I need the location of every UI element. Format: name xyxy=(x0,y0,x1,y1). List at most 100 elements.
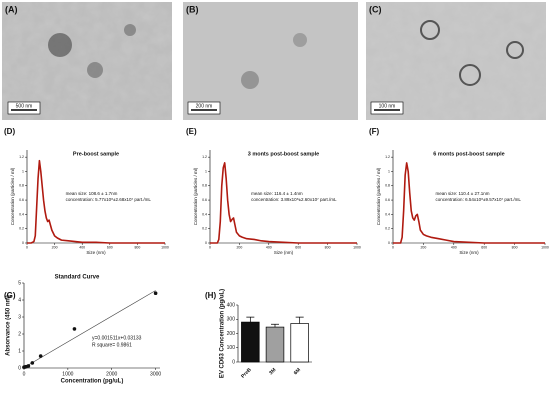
data-point xyxy=(26,364,31,368)
x-tick-label: 0 xyxy=(26,245,28,249)
x-tick-label: 0 xyxy=(23,371,26,377)
annotation: concentration: 3.89x10⁸±2.60x10⁷ part./m… xyxy=(251,197,337,202)
tem-image xyxy=(366,2,546,120)
annotation: y=0.001511x+0.03133 xyxy=(92,336,142,342)
error-bar xyxy=(295,316,304,324)
chart-title: 6 monts post-boost sample xyxy=(433,151,505,157)
x-tick-label: 800 xyxy=(325,245,331,249)
y-tick-label: 1 xyxy=(205,169,207,173)
bar xyxy=(265,326,285,363)
error-bar xyxy=(246,316,255,323)
y-tick-label: 1.2 xyxy=(202,155,207,159)
x-tick-label: 0 xyxy=(209,245,211,249)
y-tick-label: 200 xyxy=(227,331,236,337)
data-point xyxy=(72,327,77,331)
y-tick-label: 0.2 xyxy=(19,227,24,231)
y-tick-label: 5 xyxy=(18,280,21,286)
x-tick-label: 800 xyxy=(134,245,140,249)
x-tick-label: 1000 xyxy=(353,245,361,249)
annotation: concentration: 6.54x10⁸±9.57x10⁷ part./m… xyxy=(436,197,522,202)
x-tick-label: 200 xyxy=(52,245,58,249)
x-tick-label: 600 xyxy=(481,245,487,249)
y-tick-label: 0.4 xyxy=(19,212,24,216)
images: 500 nm 200 nm 100 nm (A) (B) (C) xyxy=(2,2,546,120)
x-axis-label: Size (nm) xyxy=(86,250,106,255)
y-tick-label: 4 xyxy=(18,297,21,303)
y-tick-label: 0.6 xyxy=(19,198,24,202)
panel-label: (G) xyxy=(4,291,16,300)
annotation: mean size: 108.6 ± 1.7nm xyxy=(66,191,118,196)
y-tick-label: 0 xyxy=(205,241,207,245)
panel-label: (B) xyxy=(186,4,199,14)
y-tick-label: 1.2 xyxy=(385,155,390,159)
x-tick-label: 200 xyxy=(420,245,426,249)
scale-bar-label: 200 nm xyxy=(196,103,213,109)
x-tick-label: 400 xyxy=(79,245,85,249)
y-axis-label: Concentration (particles / ml) xyxy=(193,167,198,225)
tem-image xyxy=(2,2,172,120)
y-tick-label: 0 xyxy=(388,241,390,245)
x-tick-label: 600 xyxy=(107,245,113,249)
x-axis-label: Size (nm) xyxy=(459,250,479,255)
panel-label: (A) xyxy=(5,4,18,14)
x-axis-label: Concentration (pg/uL) xyxy=(61,379,124,385)
bar xyxy=(290,323,309,363)
y-tick-label: 400 xyxy=(227,302,236,308)
x-tick-label: 1000 xyxy=(161,245,169,249)
size-distribution-line xyxy=(393,162,545,244)
y-tick-label: 0 xyxy=(18,365,21,371)
y-tick-label: 0.4 xyxy=(202,212,207,216)
panel-label: (E) xyxy=(186,127,197,136)
x-tick-label: 200 xyxy=(236,245,242,249)
y-tick-label: 1 xyxy=(22,169,24,173)
y-tick-label: 0.6 xyxy=(385,198,390,202)
data-point xyxy=(30,361,35,365)
x-tick-label: 1000 xyxy=(62,371,73,377)
annotation: mean size: 110.4 ± 27.1nm xyxy=(436,191,490,196)
x-tick-label: 6M xyxy=(293,367,302,376)
x-tick-label: 400 xyxy=(451,245,457,249)
annotation: mean size: 116.4 ± 1.4nm xyxy=(251,191,303,196)
y-axis-label: EV CD63 Concentration (pg/uL) xyxy=(220,289,226,378)
x-tick-label: 600 xyxy=(295,245,301,249)
x-tick-label: 0 xyxy=(392,245,394,249)
x-tick-label: 1000 xyxy=(541,245,549,249)
y-tick-label: 0 xyxy=(22,241,24,245)
data-point xyxy=(153,291,158,296)
panel-label: (D) xyxy=(4,127,15,136)
y-tick-label: 1.2 xyxy=(19,155,24,159)
y-tick-label: 1 xyxy=(388,169,390,173)
scale-bar-label: 500 nm xyxy=(16,103,33,109)
x-tick-label: 800 xyxy=(512,245,518,249)
trend-line xyxy=(23,290,156,368)
panel-label: (H) xyxy=(205,291,216,300)
y-axis-label: Concentration (particles / ml) xyxy=(376,167,381,225)
x-tick-label: 3000 xyxy=(150,371,161,377)
y-tick-label: 0.8 xyxy=(202,184,207,188)
chart-title: Pre-boost sample xyxy=(73,151,119,157)
tem-image xyxy=(183,2,358,120)
y-tick-label: 300 xyxy=(227,317,236,323)
data-point xyxy=(38,354,43,358)
bar xyxy=(241,321,260,363)
size-distribution-line xyxy=(27,159,165,244)
y-tick-label: 0.2 xyxy=(385,227,390,231)
panel-label: (F) xyxy=(369,127,380,136)
chart-title: 3 monts post-boost sample xyxy=(248,151,320,157)
panel-label: (C) xyxy=(369,4,382,14)
y-tick-label: 0.6 xyxy=(202,198,207,202)
x-axis-label: Size (nm) xyxy=(274,250,294,255)
x-tick-label: PreB xyxy=(240,367,253,380)
y-axis-label: Concentration (particles / ml) xyxy=(10,167,15,225)
error-bar xyxy=(271,323,279,328)
annotation: concentration: 5.77x10⁸±2.68x10⁷ part./m… xyxy=(66,197,152,202)
x-tick-label: 400 xyxy=(266,245,272,249)
y-tick-label: 100 xyxy=(227,345,236,351)
y-tick-label: 3 xyxy=(18,314,21,320)
x-tick-label: 2000 xyxy=(106,371,117,377)
size-distribution-line xyxy=(210,162,357,244)
y-axis-label: Absorvance (450 nm) xyxy=(6,295,12,356)
x-tick-label: 3M xyxy=(268,367,277,376)
y-tick-label: 0.4 xyxy=(385,212,390,216)
